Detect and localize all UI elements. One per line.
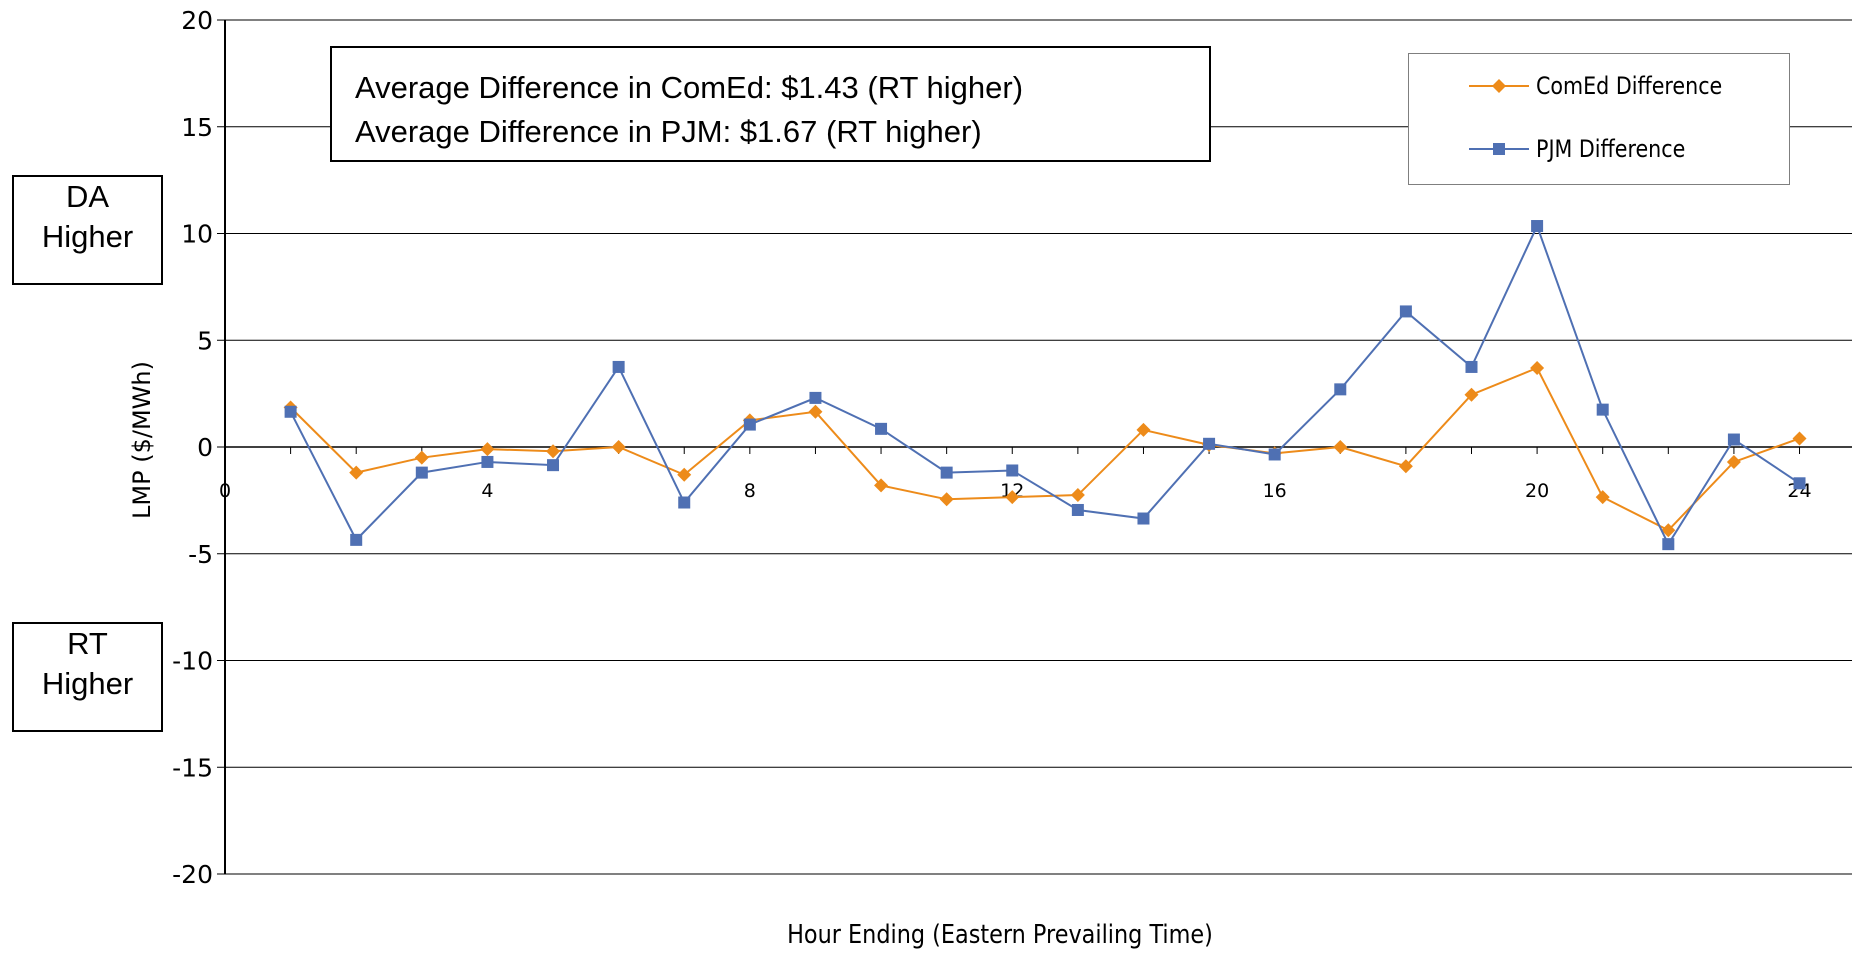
pjm-point xyxy=(875,422,888,435)
y-tick-label: 20 xyxy=(181,6,213,35)
y-tick-label: 5 xyxy=(197,326,213,355)
comed-point xyxy=(1398,459,1413,474)
pjm-point xyxy=(1662,538,1675,551)
x-tick-label: 8 xyxy=(744,480,756,502)
comed-point xyxy=(1530,361,1545,376)
pjm-point xyxy=(284,405,297,418)
pjm-point xyxy=(1137,512,1150,525)
pjm-point xyxy=(678,496,691,509)
pjm-point xyxy=(1071,503,1084,516)
comed-point xyxy=(1333,440,1348,454)
y-tick-label: -5 xyxy=(188,540,213,569)
comed-point xyxy=(414,450,429,465)
comed-point xyxy=(1070,488,1085,503)
pjm-point xyxy=(1596,403,1609,416)
legend-label-comed: ComEd Difference xyxy=(1536,72,1723,100)
y-tick-label: -15 xyxy=(172,753,213,782)
y-tick-label: -20 xyxy=(172,860,213,889)
pjm-point xyxy=(1465,360,1478,373)
comed-point xyxy=(1005,490,1020,505)
comed-point xyxy=(677,467,692,482)
comed-point xyxy=(546,444,561,459)
pjm-point xyxy=(1727,433,1740,446)
pjm-point xyxy=(1793,477,1806,490)
da-higher-label: DA Higher xyxy=(12,175,163,285)
comed-point xyxy=(808,404,823,419)
pjm-point xyxy=(415,466,428,479)
pjm-point xyxy=(1334,383,1347,396)
pjm-point xyxy=(612,360,625,373)
comed-point xyxy=(349,465,364,480)
pjm-point xyxy=(1203,437,1216,450)
pjm-point xyxy=(1268,448,1281,461)
comed-point xyxy=(1792,431,1807,446)
comed-point xyxy=(1464,387,1479,402)
series-line-comed xyxy=(289,366,1800,532)
y-tick-label: 0 xyxy=(197,433,213,462)
pjm-point xyxy=(1399,305,1412,318)
comed-point xyxy=(480,442,495,457)
rt-higher-label: RT Higher xyxy=(12,622,163,732)
y-tick-label: 15 xyxy=(181,113,213,142)
y-tick-labels: 20 15 10 5 0 -5 -10 -15 -20 xyxy=(172,6,213,889)
comed-average-text: Average Difference in ComEd: $1.43 (RT h… xyxy=(355,70,1024,105)
series-line-pjm xyxy=(289,223,1801,547)
legend: ComEd Difference PJM Difference xyxy=(1408,53,1790,185)
data-series xyxy=(283,220,1807,551)
pjm-point xyxy=(547,459,560,472)
comed-point xyxy=(1136,422,1151,437)
x-tick-label: 0 xyxy=(219,480,231,502)
pjm-point xyxy=(1006,464,1019,477)
legend-swatch-comed xyxy=(1469,79,1529,93)
pjm-average-text: Average Difference in PJM: $1.67 (RT hig… xyxy=(355,114,982,149)
comed-point xyxy=(874,478,889,493)
comed-point xyxy=(939,492,954,507)
x-tick-label: 20 xyxy=(1525,480,1549,502)
legend-label-pjm: PJM Difference xyxy=(1536,135,1686,163)
y-axis-label: LMP ($/MWh) xyxy=(128,361,156,519)
pjm-point xyxy=(1531,220,1544,233)
pjm-point xyxy=(350,533,363,546)
average-difference-annotation: Average Difference in ComEd: $1.43 (RT h… xyxy=(330,46,1211,162)
pjm-point xyxy=(809,391,822,404)
x-tick-label: 4 xyxy=(481,480,493,502)
pjm-point xyxy=(743,418,756,431)
comed-point xyxy=(1726,454,1741,469)
y-tick-label: 10 xyxy=(181,220,213,249)
legend-item-pjm: PJM Difference xyxy=(1409,129,1789,169)
comed-point xyxy=(1661,523,1676,538)
legend-item-comed: ComEd Difference xyxy=(1409,66,1789,106)
comed-point xyxy=(611,440,626,454)
pjm-point xyxy=(940,466,953,479)
x-axis-label: Hour Ending (Eastern Prevailing Time) xyxy=(787,918,1213,949)
x-tick-label: 24 xyxy=(1787,480,1811,502)
pjm-point xyxy=(481,455,494,468)
x-tick-label: 16 xyxy=(1263,480,1287,502)
legend-swatch-pjm xyxy=(1469,143,1529,155)
y-tick-label: -10 xyxy=(172,647,213,676)
comed-point xyxy=(1595,490,1610,505)
